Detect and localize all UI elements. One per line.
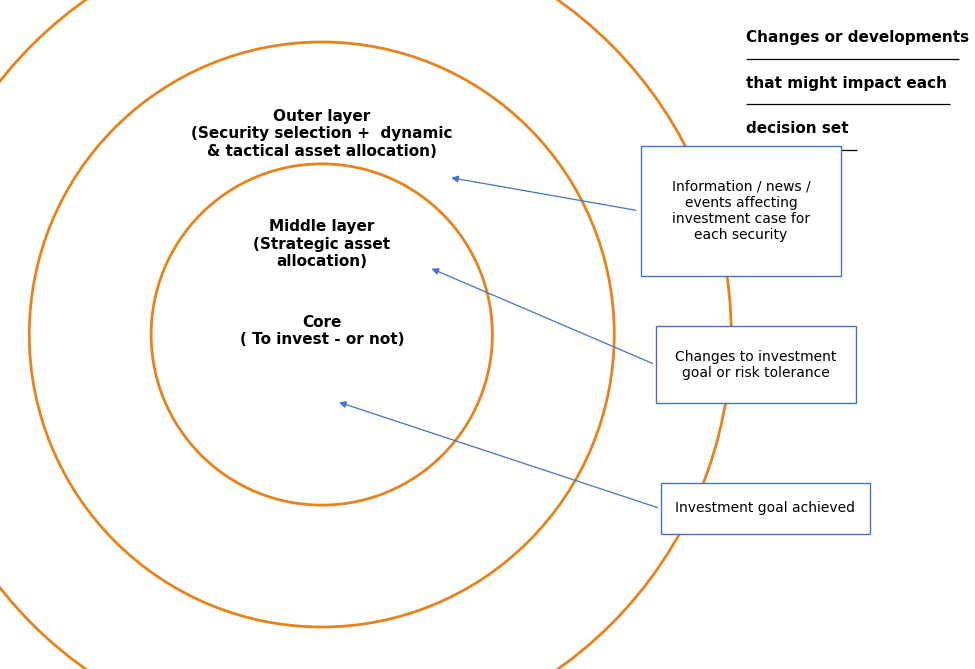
Text: Core
( To invest - or not): Core ( To invest - or not) xyxy=(240,315,404,347)
Text: Middle layer
(Strategic asset
allocation): Middle layer (Strategic asset allocation… xyxy=(254,219,390,269)
Text: Changes or developments: Changes or developments xyxy=(746,30,969,45)
Text: Investment goal achieved: Investment goal achieved xyxy=(676,502,855,515)
Text: decision set: decision set xyxy=(746,121,848,136)
Text: Outer layer
(Security selection +  dynamic
& tactical asset allocation): Outer layer (Security selection + dynami… xyxy=(191,109,452,159)
Text: that might impact each: that might impact each xyxy=(746,76,947,90)
Text: Information / news /
events affecting
investment case for
each security: Information / news / events affecting in… xyxy=(672,179,810,242)
FancyBboxPatch shape xyxy=(655,326,856,403)
FancyBboxPatch shape xyxy=(661,483,870,534)
FancyBboxPatch shape xyxy=(642,146,840,276)
Text: Changes to investment
goal or risk tolerance: Changes to investment goal or risk toler… xyxy=(675,349,837,380)
